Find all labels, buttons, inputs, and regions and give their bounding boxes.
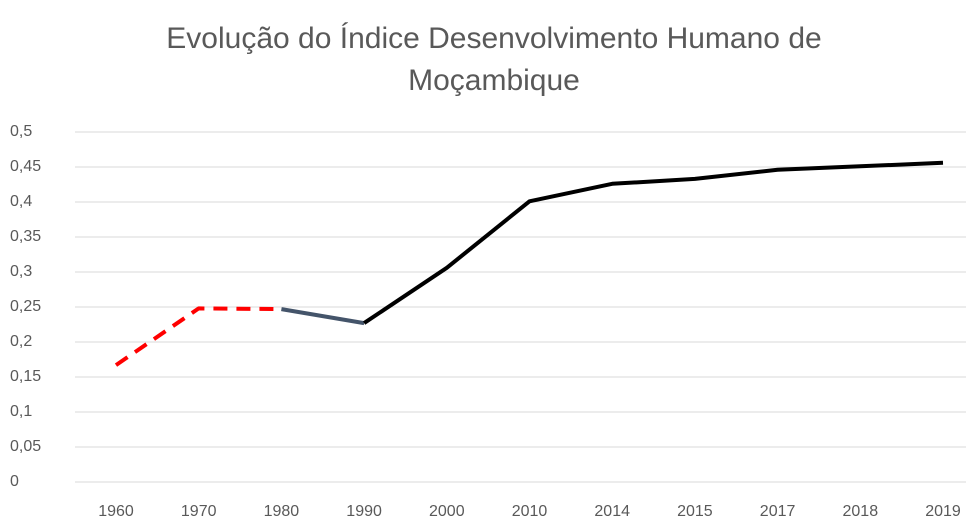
- chart-title: Moçambique: [408, 64, 580, 97]
- x-tick-label: 1960: [98, 503, 134, 520]
- x-tick-label: 2014: [594, 503, 630, 520]
- line-series: [114, 306, 282, 367]
- line-series: [362, 160, 944, 325]
- y-tick-label: 0,4: [10, 193, 32, 210]
- x-tick-label: 2000: [429, 503, 465, 520]
- chart-title: Evolução do Índice Desenvolvimento Human…: [166, 22, 821, 55]
- y-tick-label: 0: [10, 473, 19, 490]
- y-tick-label: 0,35: [10, 228, 41, 245]
- x-tick-label: 1990: [346, 503, 382, 520]
- x-tick-label: 2017: [760, 503, 796, 520]
- y-tick-label: 0,3: [10, 263, 32, 280]
- y-tick-label: 0,2: [10, 333, 32, 350]
- y-tick-label: 0,45: [10, 158, 41, 175]
- x-tick-label: 1980: [264, 503, 300, 520]
- x-tick-label: 2018: [843, 503, 879, 520]
- x-tick-label: 2010: [512, 503, 548, 520]
- y-tick-label: 0,15: [10, 368, 41, 385]
- y-tick-label: 0,05: [10, 438, 41, 455]
- y-tick-label: 0,1: [10, 403, 32, 420]
- y-tick-label: 0,5: [10, 123, 32, 140]
- y-tick-label: 0,25: [10, 298, 41, 315]
- line-series: [281, 307, 365, 326]
- x-tick-label: 2015: [677, 503, 713, 520]
- x-tick-label: 2019: [925, 503, 961, 520]
- x-tick-label: 1970: [181, 503, 217, 520]
